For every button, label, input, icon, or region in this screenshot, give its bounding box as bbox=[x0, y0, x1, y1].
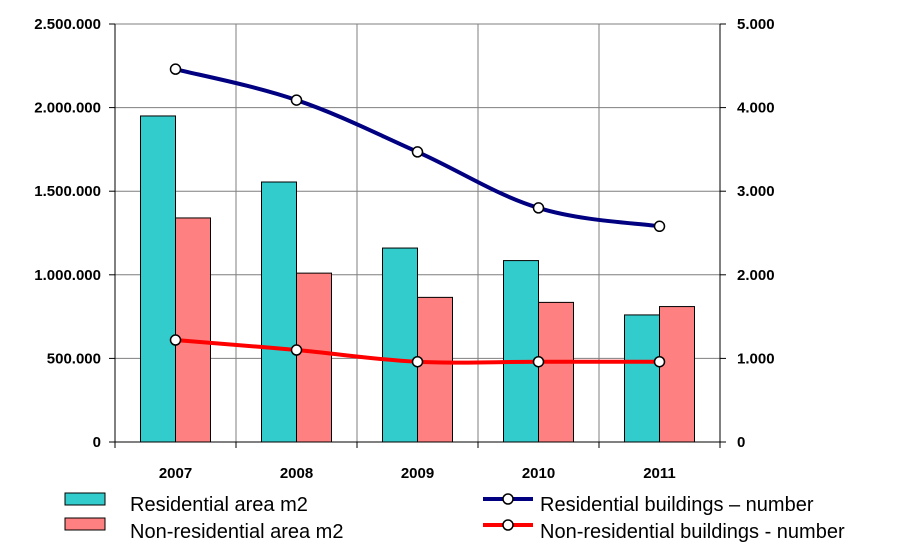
point-non-residential-buildings-2011 bbox=[653, 355, 666, 368]
right-tick-label: 4.000 bbox=[737, 100, 775, 117]
legend-label-residential-area: Residential area m2 bbox=[130, 494, 308, 516]
bar-non-residential-area-2010 bbox=[538, 301, 574, 443]
legend-label-residential-buildings: Residential buildings – number bbox=[540, 494, 814, 516]
right-tick-label: 3.000 bbox=[737, 183, 775, 200]
point-non-residential-buildings-2007 bbox=[169, 334, 182, 346]
bar-non-residential-area-2008 bbox=[296, 272, 332, 443]
bar-residential-area-2011 bbox=[624, 314, 660, 443]
left-tick-label: 2.000.000 bbox=[34, 100, 101, 117]
x-tick-label: 2009 bbox=[401, 465, 434, 482]
x-tick-label: 2007 bbox=[159, 465, 192, 482]
bar-residential-area-2008 bbox=[261, 181, 297, 443]
left-tick-label: 500.000 bbox=[47, 350, 101, 367]
legend-swatch-non-residential-area bbox=[64, 517, 106, 531]
lines bbox=[169, 63, 666, 368]
legend-label-non-residential-buildings: Non-residential buildings - number bbox=[540, 521, 845, 543]
point-residential-buildings-2010 bbox=[532, 202, 545, 214]
x-tick-label: 2010 bbox=[522, 465, 555, 482]
left-tick-label: 0 bbox=[93, 434, 101, 451]
x-tick-label: 2011 bbox=[643, 465, 676, 482]
x-tick-label: 2008 bbox=[280, 465, 313, 482]
right-tick-label: 2.000 bbox=[737, 267, 775, 284]
point-residential-buildings-2011 bbox=[653, 220, 666, 233]
bar-residential-area-2010 bbox=[503, 260, 539, 443]
legend-marker-residential-buildings bbox=[502, 493, 514, 505]
point-non-residential-buildings-2009 bbox=[411, 355, 424, 368]
gridlines bbox=[115, 23, 720, 442]
bar-non-residential-area-2007 bbox=[175, 217, 211, 443]
legend-marker-non-residential-buildings bbox=[502, 519, 514, 531]
bar-residential-area-2007 bbox=[140, 115, 176, 443]
legend-swatch-residential-area bbox=[64, 492, 106, 506]
point-residential-buildings-2009 bbox=[411, 146, 424, 158]
right-tick-label: 0 bbox=[737, 434, 745, 451]
legend: Residential area m2 Non-residential area… bbox=[64, 492, 845, 543]
bar-residential-area-2009 bbox=[382, 247, 418, 443]
left-tick-label: 2.500.000 bbox=[34, 16, 101, 33]
left-tick-label: 1.000.000 bbox=[34, 267, 101, 284]
legend-label-non-residential-area: Non-residential area m2 bbox=[130, 521, 343, 543]
point-residential-buildings-2007 bbox=[169, 63, 182, 75]
x-axis-ticks: 2007 2008 2009 2010 2011 bbox=[159, 465, 676, 482]
bar-non-residential-area-2009 bbox=[417, 296, 453, 443]
bars bbox=[140, 115, 695, 443]
right-tick-label: 1.000 bbox=[737, 350, 775, 367]
point-non-residential-buildings-2010 bbox=[532, 355, 545, 368]
point-residential-buildings-2008 bbox=[290, 94, 303, 106]
bar-non-residential-area-2011 bbox=[659, 306, 695, 443]
axes bbox=[109, 23, 726, 448]
right-tick-label: 5.000 bbox=[737, 16, 775, 33]
right-axis-ticks: 0 1.000 2.000 3.000 4.000 5.000 bbox=[737, 16, 775, 451]
left-tick-label: 1.500.000 bbox=[34, 183, 101, 200]
left-axis-ticks: 0 500.000 1.000.000 1.500.000 2.000.000 2.500… bbox=[34, 16, 101, 451]
point-non-residential-buildings-2008 bbox=[290, 344, 303, 356]
